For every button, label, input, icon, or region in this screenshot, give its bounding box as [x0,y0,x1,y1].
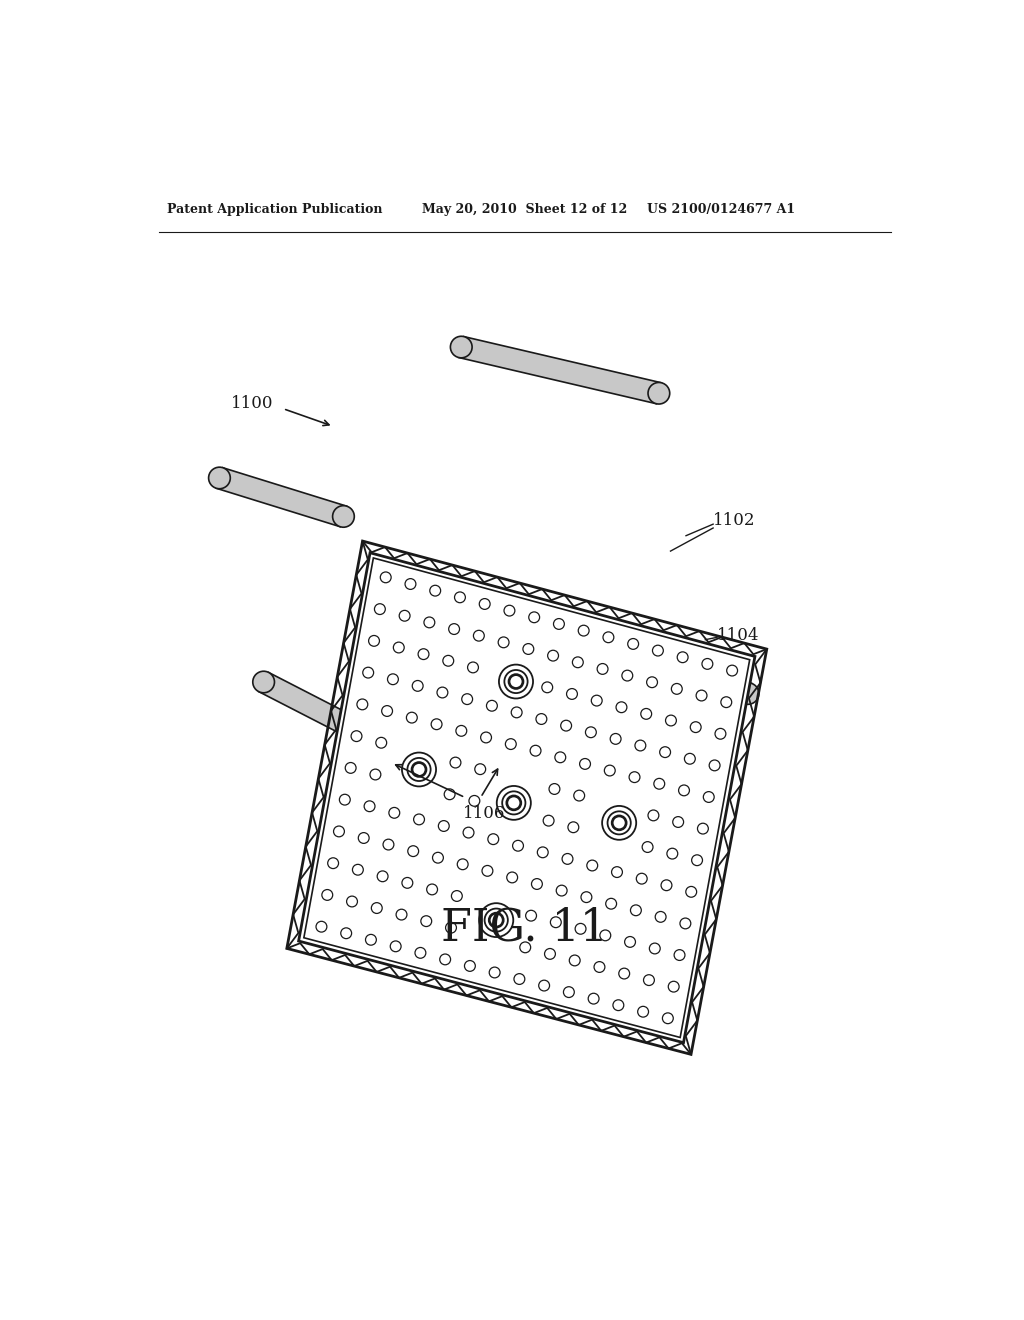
Circle shape [366,729,387,751]
Circle shape [451,337,472,358]
Polygon shape [259,672,381,750]
Polygon shape [299,553,755,1043]
Circle shape [333,506,354,527]
Circle shape [253,671,274,693]
Text: 1100: 1100 [231,395,273,412]
Polygon shape [459,337,662,404]
Polygon shape [216,467,347,527]
Text: FIG. 11: FIG. 11 [441,907,608,950]
Circle shape [209,467,230,488]
Text: Patent Application Publication: Patent Application Publication [167,203,382,216]
Polygon shape [621,638,752,704]
Text: 1106: 1106 [463,805,506,822]
Circle shape [648,383,670,404]
Circle shape [737,682,759,705]
Text: 1104: 1104 [717,627,760,644]
Text: 1102: 1102 [713,512,756,529]
Text: US 2100/0124677 A1: US 2100/0124677 A1 [647,203,796,216]
Text: May 20, 2010  Sheet 12 of 12: May 20, 2010 Sheet 12 of 12 [423,203,628,216]
Circle shape [613,636,635,659]
